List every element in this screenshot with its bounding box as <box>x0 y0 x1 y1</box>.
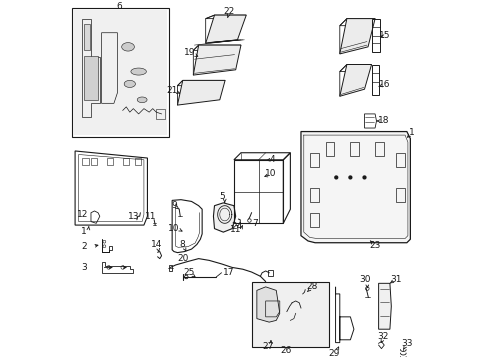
Text: 31: 31 <box>390 275 401 284</box>
Text: 9: 9 <box>171 201 177 210</box>
Text: 26: 26 <box>280 346 291 355</box>
Polygon shape <box>339 64 371 96</box>
Text: 13: 13 <box>127 212 139 221</box>
Text: 28: 28 <box>305 282 317 291</box>
Text: 33: 33 <box>400 339 412 348</box>
Polygon shape <box>339 19 374 54</box>
Text: 17: 17 <box>223 268 234 277</box>
Polygon shape <box>84 56 98 100</box>
Text: 30: 30 <box>359 275 370 284</box>
Polygon shape <box>256 287 279 322</box>
Text: 11: 11 <box>145 212 156 221</box>
Circle shape <box>362 175 366 180</box>
Text: 10: 10 <box>168 224 179 233</box>
Text: 12: 12 <box>77 210 88 219</box>
Text: 6: 6 <box>116 2 122 11</box>
Bar <box>73 10 166 135</box>
Text: 23: 23 <box>368 241 380 250</box>
Text: 4: 4 <box>269 154 275 163</box>
Text: 1: 1 <box>408 128 414 137</box>
Text: 5: 5 <box>219 192 225 201</box>
Text: 29: 29 <box>328 349 340 358</box>
Text: 18: 18 <box>377 117 388 126</box>
Polygon shape <box>131 68 146 75</box>
Text: 15: 15 <box>378 31 389 40</box>
Polygon shape <box>193 45 241 75</box>
Text: 16: 16 <box>378 81 389 90</box>
Text: 7: 7 <box>252 219 258 228</box>
Text: 22: 22 <box>223 7 234 16</box>
Polygon shape <box>177 80 224 105</box>
Text: 21: 21 <box>166 86 178 95</box>
Text: 27: 27 <box>262 342 274 351</box>
Text: 1: 1 <box>81 227 86 236</box>
Text: 2: 2 <box>81 242 86 251</box>
Circle shape <box>347 175 352 180</box>
Circle shape <box>333 175 338 180</box>
Polygon shape <box>84 24 90 50</box>
Polygon shape <box>122 42 134 51</box>
Text: 10: 10 <box>264 170 276 179</box>
Polygon shape <box>205 15 246 43</box>
Polygon shape <box>213 203 235 232</box>
Text: 14: 14 <box>150 240 162 249</box>
Polygon shape <box>124 80 135 87</box>
Bar <box>251 282 328 347</box>
Text: 11: 11 <box>229 225 241 234</box>
Text: 8: 8 <box>180 240 185 249</box>
Polygon shape <box>300 131 409 243</box>
Bar <box>71 8 168 137</box>
Polygon shape <box>378 283 390 329</box>
Text: 19: 19 <box>183 48 195 57</box>
Text: 25: 25 <box>183 268 195 277</box>
Text: 32: 32 <box>376 332 388 341</box>
Text: 24: 24 <box>231 222 243 231</box>
Text: 3: 3 <box>81 263 86 272</box>
Polygon shape <box>137 97 147 103</box>
Text: 20: 20 <box>177 254 188 263</box>
